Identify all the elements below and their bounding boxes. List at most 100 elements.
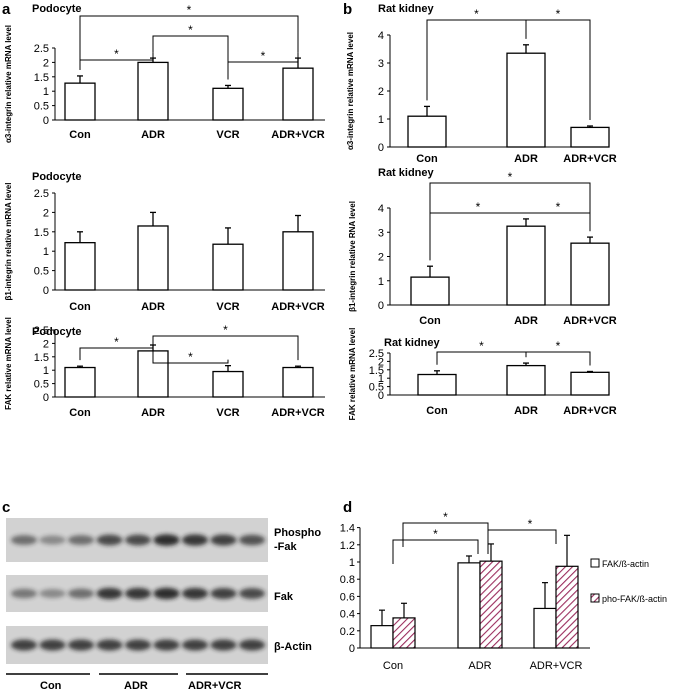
blot-band [39, 589, 66, 598]
category-label: Con [426, 405, 448, 417]
y-tick-label: 1.2 [340, 540, 355, 552]
panel-label-a: a [2, 1, 11, 18]
significance-star: * [188, 350, 193, 364]
category-label: ADR [141, 129, 165, 141]
y-tick-label: 0.5 [34, 101, 49, 113]
significance-bracket [392, 539, 479, 564]
chart-kidney-fak: 00.511.522.5 Con ADR ADR+VCR * * FAK relative … [348, 328, 617, 421]
chart-podocyte-a3-integrin: 0 0.5 1 1.5 2 2.5 Con ADR VCR ADR+VCR * * * * α3-integ… [4, 3, 325, 143]
blot-band [153, 639, 180, 651]
bar [570, 242, 610, 306]
blot-label-actin: β-Actin [274, 641, 312, 653]
y-tick-label: 1.5 [34, 352, 49, 364]
chart-title-b1: Rat kidney [378, 3, 435, 15]
y-tick-label: 1 [378, 373, 384, 385]
blot-band [153, 534, 180, 546]
blot-group-con: Con [40, 680, 62, 691]
y-tick-label: 0.4 [340, 609, 355, 621]
category-label: VCR [216, 407, 239, 419]
bar [212, 370, 244, 398]
chart-title-a2: Podocyte [32, 171, 82, 183]
blot-band [96, 587, 123, 600]
significance-bracket [152, 335, 299, 361]
significance-bracket [79, 15, 299, 70]
blot-label-phospho-line2: -Fak [274, 541, 298, 553]
blot-label-phospho-line1: Phospho [274, 527, 321, 539]
significance-star: * [114, 335, 119, 349]
y-tick-label: 2.5 [369, 348, 384, 360]
blot-band [182, 587, 208, 600]
bar [570, 126, 610, 148]
y-tick-label: 1 [43, 246, 49, 258]
y-axis-label: β1-integrin relative RNA level [348, 201, 357, 312]
significance-bracket [525, 19, 591, 120]
chart-title-b2: Rat kidney [378, 167, 435, 179]
blot-band [125, 639, 151, 651]
category-label: ADR [514, 315, 538, 327]
category-label: Con [383, 660, 403, 672]
y-axis-label: FAK relative mRNA level [348, 328, 357, 421]
y-tick-label: 3 [378, 227, 384, 239]
significance-star: * [479, 339, 484, 353]
y-tick-label: 0 [43, 392, 49, 404]
significance-star: * [556, 200, 561, 214]
bar [506, 364, 546, 396]
y-axis-label: FAK relative mRNA level [4, 317, 13, 410]
chart-kidney-b1-integrin: 0 1 2 3 4 Con ADR ADR+VCR * * * β1-integrin relativ… [348, 170, 617, 327]
legend-label-pho-fak: pho-FAK/ß-actin [602, 594, 667, 604]
bar [64, 242, 96, 291]
y-tick-label: 0 [43, 115, 49, 127]
y-tick-label: 2.5 [34, 325, 49, 337]
significance-star: * [114, 47, 119, 61]
blot-label-fak: Fak [274, 591, 294, 603]
blot-band [210, 534, 237, 546]
y-tick-label: 1.4 [340, 523, 355, 535]
significance-star: * [556, 339, 561, 353]
significance-star: * [556, 7, 561, 21]
blot-band [68, 535, 94, 545]
bar [64, 82, 96, 121]
blot-band [96, 534, 123, 546]
blot-band [239, 588, 265, 599]
blot-group-adr: ADR [124, 680, 148, 691]
y-tick-label: 4 [378, 30, 384, 42]
western-blot [6, 518, 268, 675]
category-label: ADR+VCR [271, 129, 325, 141]
y-axis-label: β1-integrin relative mRNA level [4, 183, 13, 301]
blot-band [239, 534, 265, 546]
category-label: ADR+VCR [271, 301, 325, 313]
y-tick-label: 0.2 [340, 626, 355, 638]
bar [282, 231, 314, 291]
y-tick-label: 0 [378, 142, 384, 154]
category-label: ADR [468, 660, 491, 672]
chart-title-b3: Rat kidney [384, 337, 441, 349]
significance-bracket [436, 351, 527, 365]
y-tick-label: 1 [378, 114, 384, 126]
blot-band [39, 639, 66, 651]
bar [282, 366, 314, 398]
blot-band [210, 588, 237, 599]
significance-star: * [474, 7, 479, 21]
category-label: ADR+VCR [271, 407, 325, 419]
category-label: ADR+VCR [563, 153, 617, 165]
bar [506, 52, 546, 148]
y-tick-label: 2.5 [34, 188, 49, 200]
y-tick-label: 1.5 [34, 72, 49, 84]
significance-bracket [525, 351, 591, 366]
bar [137, 225, 169, 291]
y-tick-label: 4 [378, 203, 384, 215]
significance-star: * [508, 170, 513, 184]
category-label: Con [416, 153, 438, 165]
blot-band [182, 534, 208, 546]
category-label: ADR+VCR [563, 315, 617, 327]
y-tick-label: 0.5 [34, 266, 49, 278]
blot-band [11, 588, 37, 599]
y-tick-label: 1 [43, 86, 49, 98]
y-tick-label: 2 [378, 356, 384, 368]
bar [137, 61, 169, 121]
bar [212, 87, 244, 121]
bar [417, 373, 457, 396]
bar [64, 366, 96, 398]
significance-bracket [227, 52, 299, 80]
blot-band [68, 588, 94, 599]
